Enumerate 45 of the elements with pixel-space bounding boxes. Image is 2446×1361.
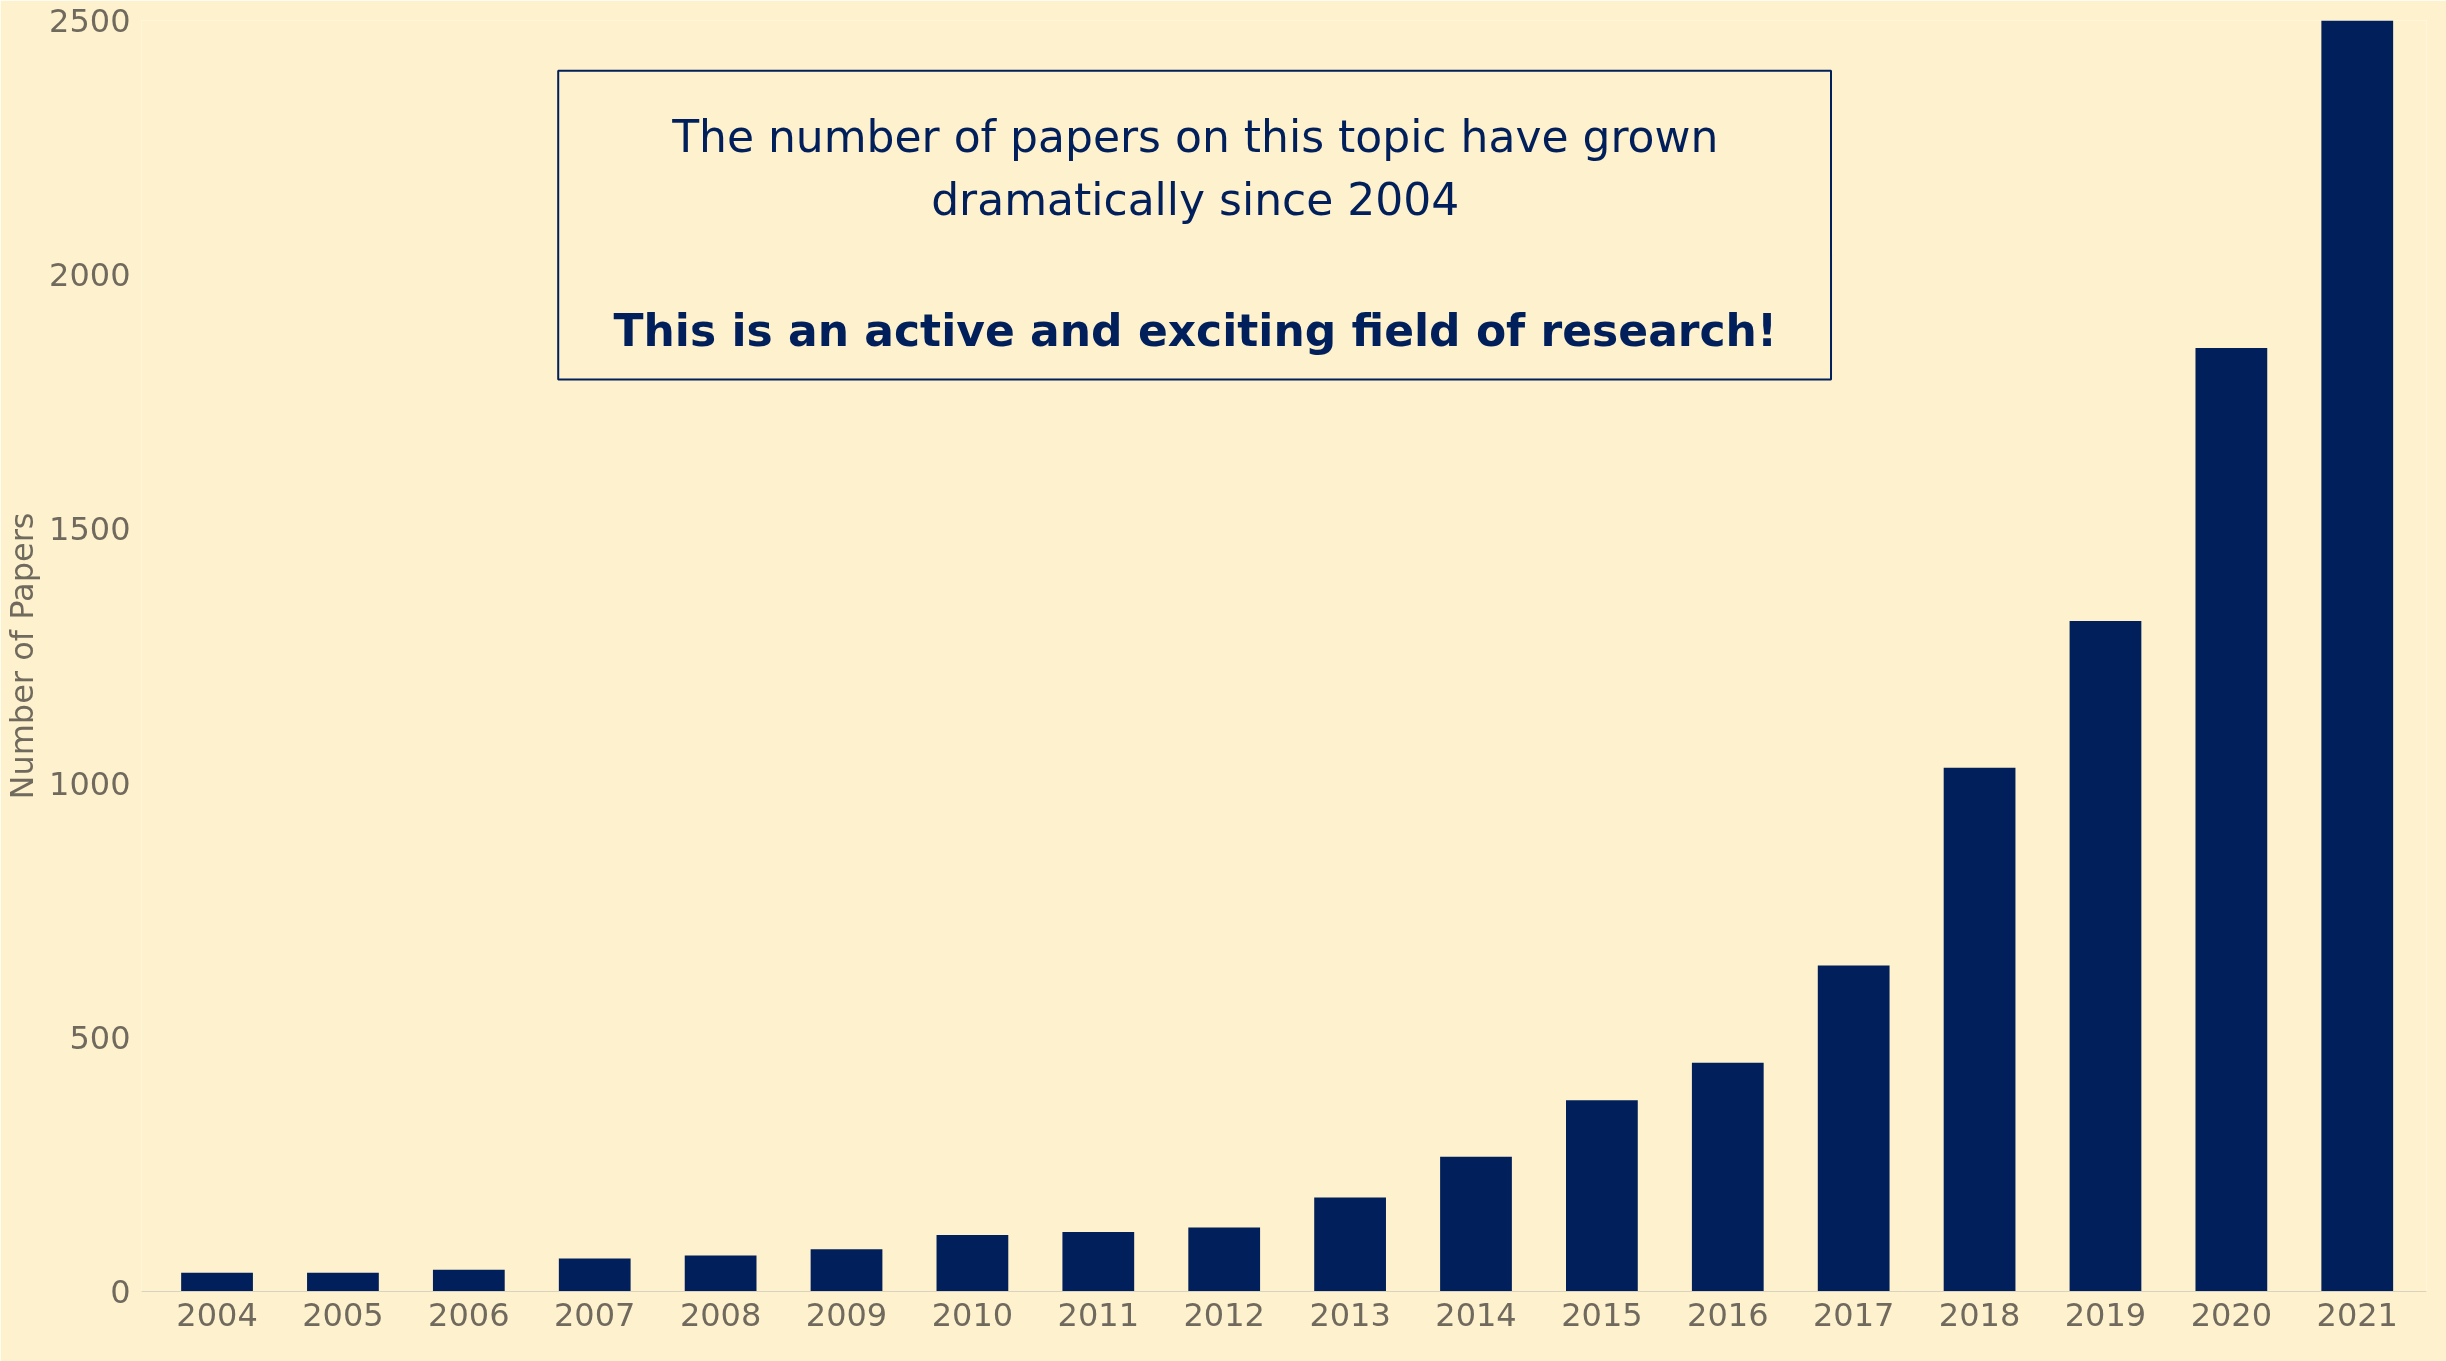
bar bbox=[684, 1255, 757, 1292]
y-tick-label: 500 bbox=[69, 1018, 131, 1057]
annotation: This is an active and exciting field of research! bbox=[613, 305, 1778, 357]
y-tick-label: 0 bbox=[110, 1273, 131, 1311]
x-tick-label: 2010 bbox=[931, 1295, 1014, 1334]
x-tick-label: 2012 bbox=[1183, 1295, 1265, 1334]
x-tick-label: 2016 bbox=[1687, 1295, 1769, 1334]
x-tick-label: 2009 bbox=[805, 1295, 888, 1334]
y-tick-label: 2000 bbox=[49, 256, 131, 295]
bar bbox=[307, 1272, 379, 1292]
bar bbox=[1314, 1197, 1386, 1292]
x-tick-label: 2005 bbox=[302, 1295, 384, 1334]
x-tick-label: 2013 bbox=[1309, 1295, 1391, 1334]
bar bbox=[432, 1269, 505, 1292]
x-tick-label: 2019 bbox=[2064, 1295, 2147, 1334]
x-tick-label: 2011 bbox=[1057, 1295, 1140, 1334]
bar bbox=[1817, 965, 1890, 1292]
bar bbox=[1691, 1062, 1764, 1292]
y-axis-title: Number of Papers bbox=[3, 512, 42, 800]
bar bbox=[1062, 1232, 1135, 1292]
x-tick-label: 2020 bbox=[2190, 1295, 2273, 1334]
x-tick-label: 2008 bbox=[679, 1295, 762, 1334]
x-tick-label: 2004 bbox=[176, 1295, 258, 1334]
x-tick-label: 2007 bbox=[554, 1295, 636, 1334]
x-tick-label: 2006 bbox=[428, 1295, 510, 1334]
bar bbox=[2195, 347, 2268, 1292]
bar bbox=[1943, 767, 2016, 1292]
bar bbox=[558, 1258, 631, 1292]
x-tick-label: 2018 bbox=[1938, 1295, 2021, 1334]
x-tick-label: 2014 bbox=[1435, 1295, 1517, 1334]
y-tick-label: 1500 bbox=[49, 510, 131, 549]
annotation: The number of papers on this topic have grown dramatically since 2004 bbox=[671, 110, 1719, 226]
bar bbox=[181, 1272, 253, 1292]
bar bbox=[1440, 1156, 1512, 1292]
bar bbox=[1566, 1100, 1638, 1292]
bar bbox=[2321, 20, 2394, 1292]
bar bbox=[810, 1249, 883, 1292]
bar bbox=[2069, 620, 2142, 1292]
y-tick-label: 1000 bbox=[49, 764, 131, 803]
y-tick-label: 2500 bbox=[49, 2, 131, 40]
x-tick-label: 2017 bbox=[1812, 1295, 1895, 1334]
bar bbox=[936, 1235, 1009, 1292]
bar bbox=[1188, 1227, 1261, 1292]
x-tick-label: 2015 bbox=[1561, 1295, 1643, 1334]
x-tick-label: 2021 bbox=[2316, 1295, 2398, 1334]
